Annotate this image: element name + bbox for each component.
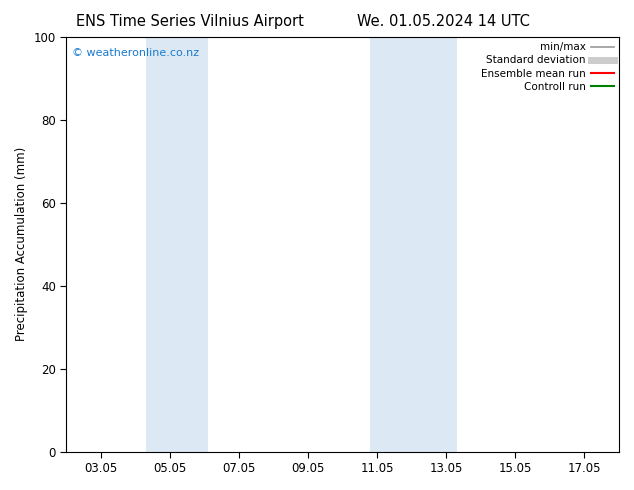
Legend: min/max, Standard deviation, Ensemble mean run, Controll run: min/max, Standard deviation, Ensemble me… [481,42,614,92]
Text: ENS Time Series Vilnius Airport: ENS Time Series Vilnius Airport [76,14,304,29]
Bar [370,37,456,452]
Text: © weatheronline.co.nz: © weatheronline.co.nz [72,48,199,57]
Y-axis label: Precipitation Accumulation (mm): Precipitation Accumulation (mm) [15,147,28,342]
Text: We. 01.05.2024 14 UTC: We. 01.05.2024 14 UTC [358,14,530,29]
Bar [146,37,208,452]
